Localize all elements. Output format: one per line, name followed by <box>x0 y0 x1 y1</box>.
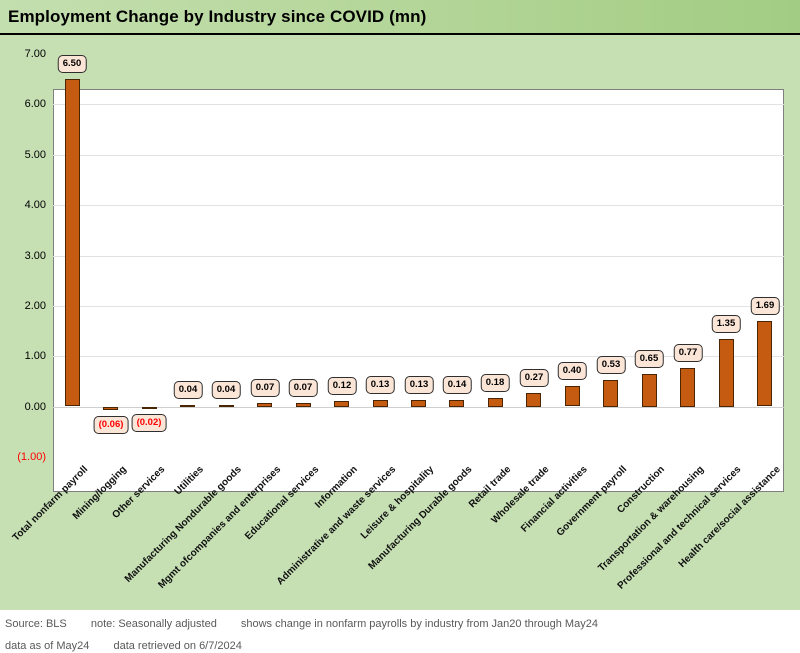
source-note: Source: BLS <box>5 618 67 630</box>
description-note: shows change in nonfarm payrolls by indu… <box>240 618 598 630</box>
chart-title-bar: Employment Change by Industry since COVI… <box>0 0 800 35</box>
chart-title: Employment Change by Industry since COVI… <box>8 6 427 26</box>
adjustment-note: note: Seasonally adjusted <box>90 618 217 630</box>
footer-line-1: Source: BLS note: Seasonally adjusted sh… <box>5 618 619 630</box>
plot-area <box>53 89 784 492</box>
chart-area <box>0 35 800 610</box>
data-as-of-note: data as of May24 <box>5 640 90 652</box>
footer-line-2: data as of May24 data retrieved on 6/7/2… <box>5 640 263 652</box>
retrieved-note: data retrieved on 6/7/2024 <box>113 640 242 652</box>
footer: Source: BLS note: Seasonally adjusted sh… <box>0 610 800 653</box>
